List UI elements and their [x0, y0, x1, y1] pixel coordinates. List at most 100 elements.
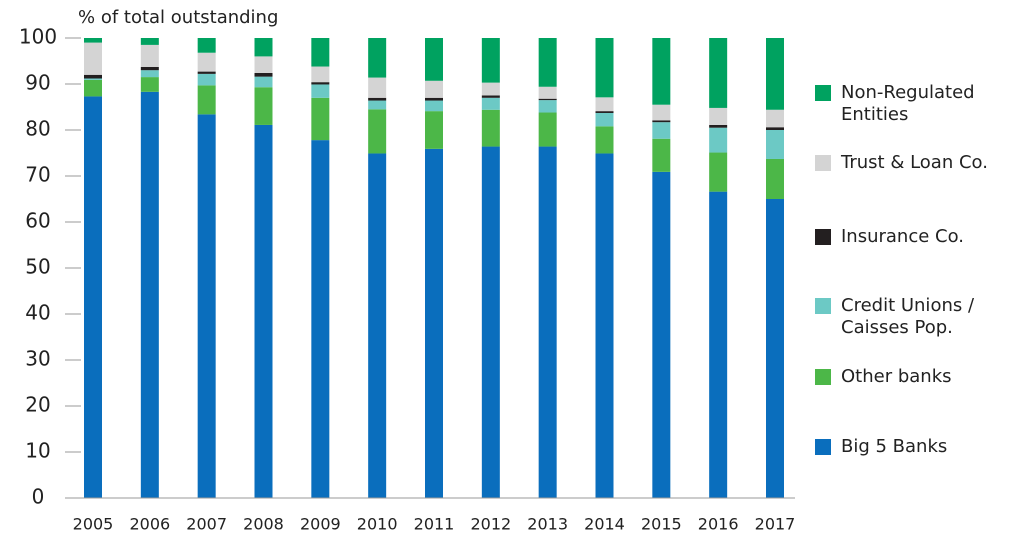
bar-segment	[481, 97, 500, 110]
x-tick-label: 2013	[527, 515, 568, 534]
legend-item: Other banks	[815, 366, 1005, 388]
legend-item: Credit Unions / Caisses Pop.	[815, 295, 1005, 339]
bar-segment	[425, 38, 443, 81]
bar-segment	[481, 38, 500, 83]
bar-segment	[311, 140, 330, 498]
bar-segment	[595, 38, 614, 98]
bar-segment	[766, 109, 784, 128]
bar-segment	[197, 73, 216, 86]
bar-segment	[652, 38, 671, 105]
x-tick-label: 2014	[584, 515, 625, 534]
x-tick-label: 2010	[357, 515, 398, 534]
bar-segment	[197, 38, 216, 53]
x-tick-label: 2012	[470, 515, 511, 534]
bar-segment	[425, 97, 443, 101]
x-tick-label: 2008	[243, 515, 284, 534]
x-tick-label: 2016	[698, 515, 739, 534]
bar-segment	[766, 130, 784, 159]
bar-segment	[197, 52, 216, 72]
legend-swatch	[815, 85, 831, 101]
legend-item: Trust & Loan Co.	[815, 152, 1005, 174]
legend-swatch	[815, 155, 831, 171]
bar-segment	[140, 44, 159, 67]
bar-segment	[481, 82, 500, 96]
legend-label: Trust & Loan Co.	[841, 152, 988, 173]
bar-segment	[652, 138, 671, 172]
bar-segment	[595, 126, 614, 154]
y-tick-label: 10	[25, 439, 50, 463]
bar-segment	[254, 124, 273, 498]
bar-segment	[254, 87, 273, 125]
bar-segment	[481, 146, 500, 498]
bar-segment	[766, 199, 784, 498]
bar-segment	[311, 82, 330, 85]
bar-segment	[538, 38, 557, 87]
bar-segment	[84, 96, 102, 499]
bar-segment	[84, 42, 102, 75]
bar-segment	[140, 70, 159, 78]
bar-segment	[311, 66, 330, 83]
legend-swatch	[815, 369, 831, 385]
bar-segment	[254, 72, 273, 77]
bar-segment	[254, 56, 273, 73]
bar-segment	[709, 107, 728, 125]
bar-segment	[197, 85, 216, 115]
bar-segment	[311, 84, 330, 98]
bar-segment	[538, 86, 557, 99]
bar-segment	[368, 153, 387, 498]
y-tick-label: 40	[25, 301, 50, 325]
bar-segment	[425, 111, 443, 149]
y-tick-label: 60	[25, 209, 50, 233]
bar-segment	[368, 100, 387, 110]
bar-segment	[709, 38, 728, 108]
bar-segment	[538, 98, 557, 101]
bar-segment	[709, 152, 728, 192]
y-tick-label: 0	[32, 485, 45, 509]
y-tick-label: 90	[25, 71, 50, 95]
bar-segment	[254, 76, 273, 88]
bar-segment	[595, 97, 614, 112]
bar-segment	[595, 153, 614, 498]
bar-segment	[84, 79, 102, 97]
bar-segment	[538, 100, 557, 113]
bar-segment	[197, 114, 216, 499]
bar-segment	[652, 120, 671, 123]
bar-segment	[425, 100, 443, 112]
bar-segment	[140, 38, 159, 45]
bar-segment	[368, 97, 387, 101]
bar-segment	[311, 97, 330, 141]
bar-segment	[368, 38, 387, 78]
bar-segment	[652, 171, 671, 499]
legend-label: Other banks	[841, 366, 952, 387]
y-axis-label: % of total outstanding	[78, 7, 278, 28]
bar-segment	[595, 112, 614, 127]
bar-segment	[709, 191, 728, 498]
bar-segment	[84, 38, 102, 43]
bar-segment	[197, 71, 216, 74]
bar-segment	[368, 109, 387, 154]
y-tick-label: 80	[25, 117, 50, 141]
bar-segment	[766, 38, 784, 110]
x-tick-label: 2015	[641, 515, 682, 534]
bar-segment	[481, 109, 500, 147]
legend-item: Insurance Co.	[815, 226, 1005, 248]
x-tick-label: 2011	[414, 515, 455, 534]
legend-swatch	[815, 229, 831, 245]
x-tick-label: 2017	[755, 515, 796, 534]
bar-segment	[538, 146, 557, 498]
bar-segment	[140, 66, 159, 71]
legend-label: Credit Unions / Caisses Pop.	[841, 295, 975, 338]
legend-label: Insurance Co.	[841, 226, 965, 247]
bar-segment	[766, 127, 784, 130]
bar-segment	[425, 148, 443, 499]
bar-segment	[538, 112, 557, 147]
x-tick-label: 2009	[300, 515, 341, 534]
bar-segment	[709, 124, 728, 128]
x-tick-label: 2006	[129, 515, 170, 534]
x-tick-label: 2005	[73, 515, 114, 534]
legend-swatch	[815, 298, 831, 314]
bar-segment	[254, 38, 273, 57]
bar-segment	[84, 74, 102, 79]
bar-segment	[709, 127, 728, 153]
